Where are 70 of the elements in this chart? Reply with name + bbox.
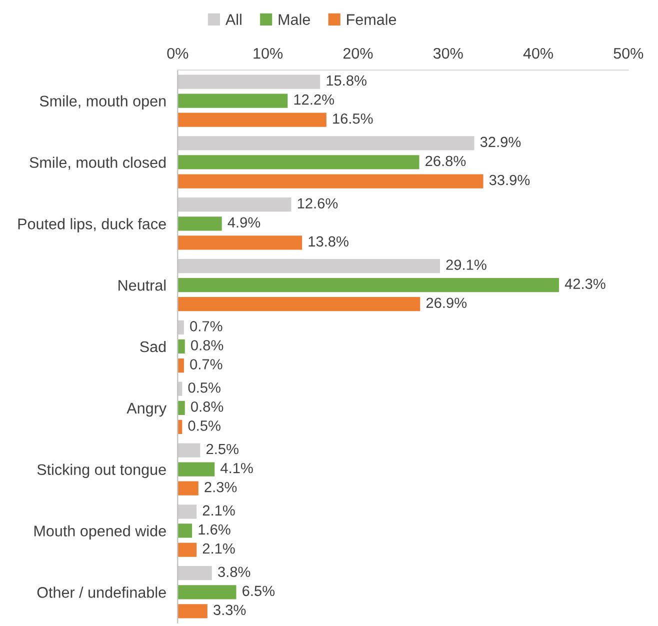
data-label: 6.5% bbox=[242, 586, 275, 596]
data-label: 0.7% bbox=[190, 359, 222, 370]
data-label: 15.8% bbox=[326, 75, 366, 86]
x-tick-label: 40% bbox=[523, 48, 553, 59]
x-tick-label: 30% bbox=[433, 48, 463, 59]
bar bbox=[178, 524, 192, 538]
data-label: 2.3% bbox=[204, 482, 237, 492]
legend-label: Female bbox=[347, 14, 396, 25]
bar bbox=[178, 339, 185, 354]
data-label: 26.9% bbox=[426, 298, 467, 308]
bar bbox=[178, 481, 198, 496]
x-tick-label: 20% bbox=[343, 48, 373, 59]
bar bbox=[178, 74, 320, 89]
bar bbox=[178, 320, 184, 335]
bar bbox=[178, 462, 215, 476]
data-label: 12.6% bbox=[298, 198, 338, 209]
data-label: 13.8% bbox=[308, 236, 348, 247]
bar bbox=[178, 236, 302, 250]
x-tick-label: 50% bbox=[614, 48, 644, 59]
y-tick-label: Sticking out tongue bbox=[37, 464, 166, 478]
data-label: 12.2% bbox=[294, 94, 334, 105]
bar bbox=[178, 112, 326, 127]
bar bbox=[178, 136, 474, 150]
bar bbox=[178, 504, 197, 519]
y-tick-label: Neutral bbox=[118, 280, 166, 291]
bar bbox=[178, 585, 236, 600]
y-tick-label: Angry bbox=[126, 402, 167, 417]
bar bbox=[178, 400, 185, 415]
bar bbox=[178, 604, 208, 618]
data-label: 1.6% bbox=[198, 524, 230, 535]
data-label: 2.5% bbox=[206, 444, 238, 454]
bar bbox=[178, 155, 420, 170]
bar bbox=[178, 278, 559, 292]
y-tick-label: Smile, mouth open bbox=[40, 95, 166, 110]
bar bbox=[178, 258, 440, 274]
data-label: 42.3% bbox=[564, 278, 606, 289]
data-label: 2.1% bbox=[202, 505, 235, 516]
data-label: 0.8% bbox=[190, 401, 224, 412]
x-tick-label: 0% bbox=[167, 48, 188, 59]
data-label: 26.8% bbox=[426, 156, 466, 166]
bar bbox=[178, 297, 420, 312]
bar bbox=[178, 358, 184, 373]
bar bbox=[178, 566, 212, 580]
x-tick-label: 10% bbox=[254, 48, 283, 59]
bar bbox=[178, 216, 222, 231]
data-label: 32.9% bbox=[480, 136, 521, 148]
bar bbox=[178, 174, 484, 188]
bar bbox=[178, 443, 200, 458]
data-label: 4.1% bbox=[220, 462, 253, 474]
y-tick-label: Smile, mouth closed bbox=[30, 156, 166, 170]
y-tick-label: Sad bbox=[140, 340, 166, 352]
y-tick-label: Pouted lips, duck face bbox=[18, 218, 166, 232]
bar bbox=[178, 94, 288, 108]
y-tick-label: Other / undefinable bbox=[37, 586, 166, 598]
data-label: 0.5% bbox=[188, 420, 220, 431]
legend-label: All bbox=[225, 14, 242, 25]
data-label: 3.8% bbox=[218, 566, 250, 578]
legend-label: Male bbox=[278, 14, 310, 25]
data-label: 0.8% bbox=[190, 340, 224, 350]
data-label: 0.7% bbox=[190, 321, 222, 332]
data-label: 2.1% bbox=[202, 543, 235, 554]
y-tick-label: Mouth opened wide bbox=[34, 525, 166, 540]
data-label: 16.5% bbox=[333, 113, 373, 124]
data-label: 0.5% bbox=[188, 382, 220, 393]
data-label: 33.9% bbox=[489, 174, 530, 186]
data-label: 4.9% bbox=[228, 217, 260, 228]
data-label: 3.3% bbox=[214, 604, 246, 616]
data-label: 29.1% bbox=[446, 260, 486, 270]
bar bbox=[178, 542, 197, 557]
bar bbox=[178, 198, 292, 212]
